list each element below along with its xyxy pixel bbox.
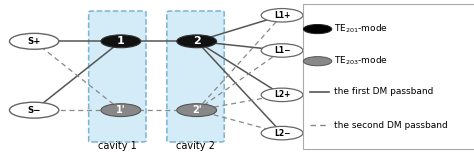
FancyBboxPatch shape — [89, 11, 146, 142]
FancyBboxPatch shape — [303, 4, 474, 149]
Text: 1': 1' — [116, 105, 126, 115]
Circle shape — [261, 9, 303, 22]
Circle shape — [177, 35, 217, 48]
Text: TE$_{201}$-mode: TE$_{201}$-mode — [334, 23, 388, 35]
Text: the first DM passband: the first DM passband — [334, 87, 434, 96]
FancyBboxPatch shape — [167, 11, 224, 142]
Circle shape — [9, 33, 59, 49]
Circle shape — [261, 44, 303, 57]
Circle shape — [261, 88, 303, 102]
Circle shape — [101, 35, 141, 48]
Text: S+: S+ — [27, 37, 41, 46]
Text: 1: 1 — [117, 36, 125, 46]
Circle shape — [303, 24, 332, 34]
Text: the second DM passband: the second DM passband — [334, 121, 448, 130]
Text: cavity 2: cavity 2 — [176, 142, 215, 151]
Text: L2+: L2+ — [274, 90, 290, 99]
Text: 2': 2' — [192, 105, 201, 115]
Circle shape — [303, 57, 332, 66]
Circle shape — [177, 104, 217, 117]
Text: cavity 1: cavity 1 — [98, 142, 137, 151]
Text: L1+: L1+ — [274, 11, 290, 20]
Circle shape — [261, 126, 303, 140]
Text: L2−: L2− — [274, 129, 290, 138]
Circle shape — [9, 102, 59, 118]
Text: S−: S− — [27, 106, 41, 115]
Text: TE$_{203}$-mode: TE$_{203}$-mode — [334, 55, 388, 67]
Text: 2: 2 — [193, 36, 201, 46]
Circle shape — [101, 104, 141, 117]
Text: L1−: L1− — [274, 46, 290, 55]
